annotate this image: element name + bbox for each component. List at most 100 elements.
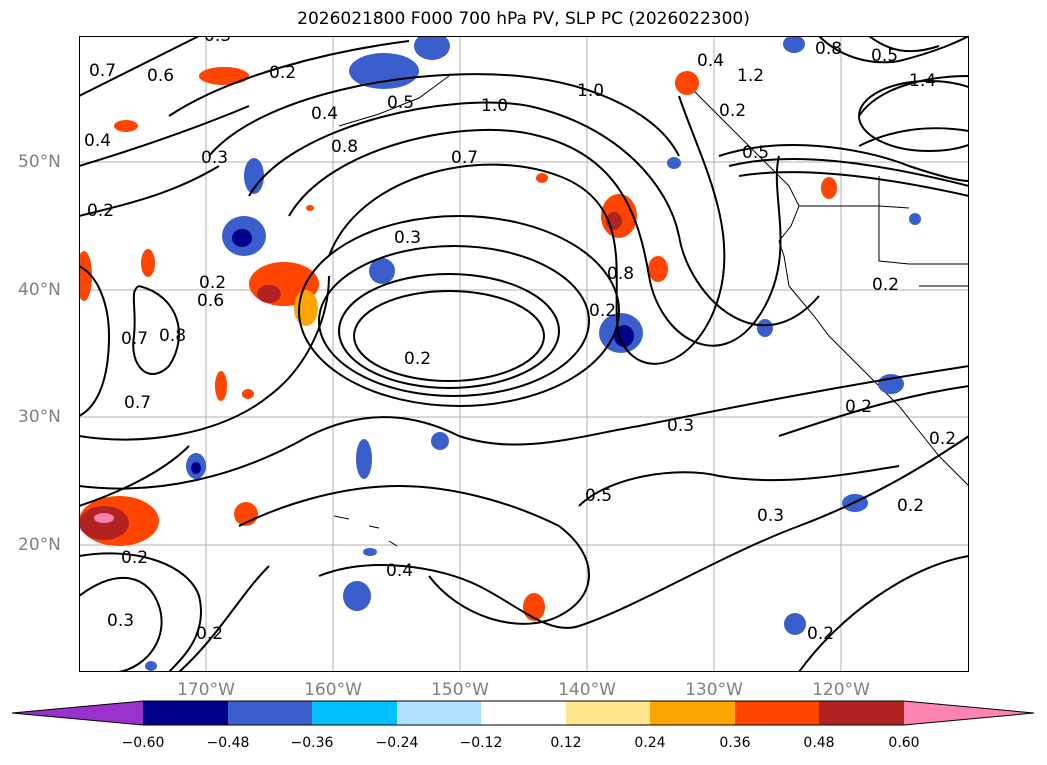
contour-label: 0.2	[121, 548, 148, 568]
contour-label: 0.7	[89, 61, 116, 81]
contour	[718, 144, 969, 182]
contour	[79, 577, 163, 672]
contour-label: 0.7	[121, 329, 148, 349]
lat-label-40n: 40°N	[18, 280, 61, 300]
pv-positive-blob	[242, 389, 254, 399]
contour	[868, 36, 940, 53]
lon-label-150w: 150°W	[431, 680, 489, 700]
contour-label: 0.4	[386, 561, 413, 581]
pv-positive-blob	[306, 205, 314, 211]
contour	[858, 75, 969, 117]
colorbar-segment	[566, 701, 650, 725]
contour	[328, 95, 726, 365]
colorbar-tick-label: 0.48	[803, 735, 835, 751]
colorbar-tick-label: −0.60	[121, 735, 165, 751]
contour-label: 0.2	[199, 273, 226, 293]
contour	[79, 165, 220, 217]
contour-label: 0.8	[815, 39, 842, 59]
contour-label: 0.3	[107, 611, 134, 631]
contour-label: 0.2	[845, 397, 872, 417]
contour	[79, 552, 202, 672]
pv-positive-blob	[79, 251, 92, 301]
colorbar-outline	[11, 700, 1035, 726]
contour-labels: 0.7 0.6 0.3 0.2 0.4 0.5 1.0 1.0 0.4 1.2 …	[84, 36, 956, 644]
contour-label: 0.3	[201, 148, 228, 168]
contour	[132, 285, 180, 376]
colorbar-segment	[228, 701, 312, 725]
pv-positive-blob	[821, 177, 837, 199]
contour-label: 0.2	[589, 301, 616, 321]
lat-label-30n: 30°N	[18, 407, 61, 427]
contour-label: 0.7	[124, 393, 151, 413]
contour	[298, 215, 620, 407]
colorbar-tick-label: −0.48	[206, 735, 250, 751]
contour	[288, 128, 782, 347]
contour-label: 0.3	[667, 416, 694, 436]
contour-label: 0.5	[585, 486, 612, 506]
contour-0.2	[353, 290, 545, 382]
contour-label: 0.6	[147, 66, 174, 86]
map-svg: 0.7 0.6 0.3 0.2 0.4 0.5 1.0 1.0 0.4 1.2 …	[79, 36, 969, 672]
contour-label: 1.0	[577, 81, 604, 101]
contour-label: 1.4	[909, 71, 936, 91]
contour-1.4	[858, 80, 969, 152]
colorbar-segment	[397, 701, 481, 725]
contour-label: 0.5	[387, 93, 414, 113]
contour	[208, 73, 680, 157]
contours	[79, 36, 969, 672]
pv-positive-blob	[536, 173, 548, 183]
contour	[738, 171, 969, 197]
contour-label: 0.8	[607, 264, 634, 284]
contour-label: 0.2	[404, 349, 431, 369]
contour-label: 0.2	[872, 275, 899, 295]
contour	[798, 555, 969, 672]
lat-label-20n: 20°N	[18, 535, 61, 555]
colorbar-extend-high	[904, 701, 1034, 725]
hawaii-coast	[333, 515, 398, 547]
pv-negative-blob	[244, 158, 264, 194]
colorbar-tick-label: 0.36	[719, 735, 751, 751]
pv-negative-core	[232, 229, 252, 247]
state-border	[878, 176, 969, 265]
colorbar-extend-low	[12, 701, 143, 725]
contour-0.3	[338, 273, 560, 389]
contour-label: 0.2	[719, 101, 746, 121]
colorbar-tick-label: −0.24	[375, 735, 419, 751]
contour-label: 0.2	[87, 201, 114, 221]
coastlines	[333, 75, 969, 547]
lon-label-130w: 130°W	[685, 680, 743, 700]
contour-label: 0.8	[331, 137, 358, 157]
contour-label: 0.4	[311, 104, 338, 124]
lon-label-120w: 120°W	[812, 680, 870, 700]
colorbar-tick-label: −0.12	[459, 735, 503, 751]
pv-negative-blob	[356, 439, 372, 479]
contour-label: 0.3	[394, 228, 421, 248]
contour	[578, 465, 900, 507]
pv-negative-core	[191, 462, 201, 474]
contour	[168, 40, 410, 117]
contour	[858, 127, 969, 147]
contour-label: 1.0	[481, 96, 508, 116]
colorbar-tick-label: 0.60	[888, 735, 920, 751]
pv-negative-blob	[431, 432, 449, 450]
contour-label: 0.7	[451, 148, 478, 168]
pv-negative-blob	[349, 53, 419, 89]
colorbar-segment	[735, 701, 819, 725]
canada-us-border	[799, 205, 910, 209]
pv-negative-blob	[783, 36, 805, 53]
pv-positive-blob	[199, 67, 249, 85]
contour	[79, 365, 969, 490]
pv-positive-edge	[294, 290, 318, 326]
contour-label: 0.2	[196, 624, 223, 644]
contour-label: 0.4	[84, 131, 111, 151]
gridlines	[79, 36, 969, 672]
pv-positive-blob	[141, 249, 155, 277]
pv-positive-peak	[94, 513, 114, 523]
contour	[178, 565, 270, 672]
lon-label-170w: 170°W	[177, 680, 235, 700]
contour-label: 0.5	[871, 46, 898, 66]
colorbar-segment	[143, 701, 228, 725]
pv-positive-blob	[675, 71, 699, 95]
contour-label: 0.2	[807, 624, 834, 644]
pv-positive-blob	[648, 256, 668, 282]
